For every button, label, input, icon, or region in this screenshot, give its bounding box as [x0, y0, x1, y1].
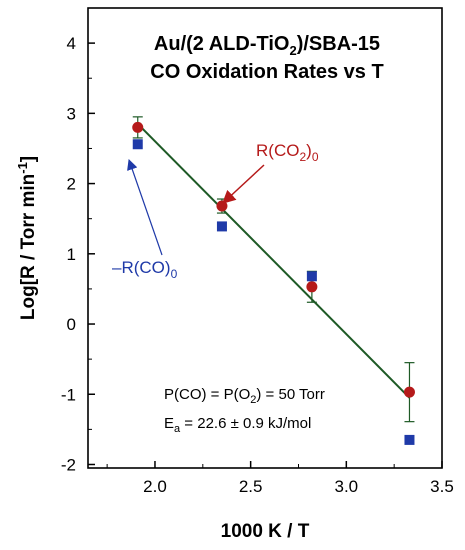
series-label-rco2: R(CO2)0: [256, 141, 319, 164]
data-point-square: [216, 221, 227, 232]
data-point-circle: [216, 200, 228, 212]
plot-frame: [87, 7, 443, 469]
activation-energy-annotation: Ea = 22.6 ± 0.9 kJ/mol: [164, 415, 311, 435]
y-tick-label: 1: [67, 245, 76, 264]
y-axis-ticks: -2 -1 0 1 2 3 4: [61, 34, 95, 474]
series-label-rco: –R(CO)0: [112, 258, 178, 281]
y-axis-title: Log[R / Torr min-1]: [15, 156, 39, 320]
y-tick-label: 3: [67, 104, 76, 123]
y-tick-label: 0: [67, 315, 76, 334]
x-tick-label: 2.0: [143, 477, 167, 496]
data-point-circle: [306, 281, 318, 293]
chart-title-line2: CO Oxidation Rates vs T: [150, 61, 383, 83]
chart-title-line1: Au/(2 ALD-TiO2)/SBA-15: [154, 33, 380, 58]
data-point-circle: [132, 121, 144, 133]
y-tick-label: 2: [67, 175, 76, 194]
data-point-square: [132, 139, 143, 150]
arrow-rco2: [222, 164, 265, 204]
x-tick-label: 3.0: [335, 477, 359, 496]
pressure-annotation: P(CO) = P(O2) = 50 Torr: [164, 386, 325, 406]
fit-line: [137, 123, 411, 399]
data-point-square: [306, 271, 317, 282]
y-tick-label: -1: [61, 385, 76, 404]
y-tick-label: 4: [67, 34, 76, 53]
data-markers: [132, 121, 415, 445]
arrow-rco: [127, 158, 163, 256]
data-point-circle: [403, 386, 415, 398]
x-tick-label: 3.5: [430, 477, 454, 496]
data-point-square: [404, 434, 415, 445]
x-axis-title: 1000 K / T: [221, 521, 310, 542]
y-tick-label: -2: [61, 455, 76, 474]
x-tick-label: 2.5: [239, 477, 263, 496]
x-axis-ticks: 2.0 2.5 3.0 3.5: [106, 461, 454, 496]
